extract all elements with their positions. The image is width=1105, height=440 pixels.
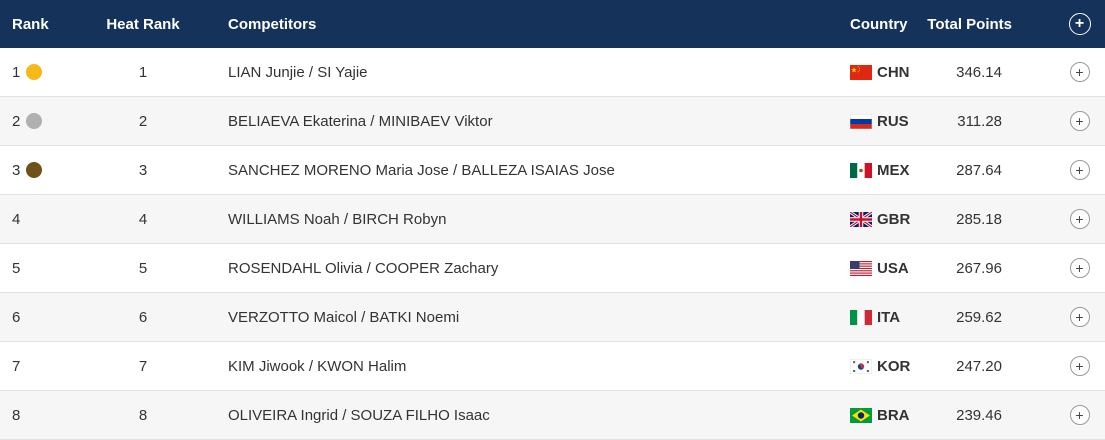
header-heat-rank[interactable]: Heat Rank xyxy=(106,15,180,33)
heat-rank-value: 5 xyxy=(138,259,148,277)
expand-row-plus-icon[interactable]: + xyxy=(1069,62,1090,82)
rank-value: 6 xyxy=(12,308,21,326)
table-row[interactable]: 4 4 WILLIAMS Noah / BIRCH Robyn GBR 285.… xyxy=(0,195,1105,244)
heat-rank-value: 7 xyxy=(138,357,148,375)
total-points-value: 247.20 xyxy=(956,357,1002,375)
heat-rank-value: 8 xyxy=(138,406,148,424)
expand-row-plus-icon[interactable]: + xyxy=(1069,160,1090,180)
header-total-points[interactable]: Total Points xyxy=(927,15,1012,33)
table-body: 1 1 LIAN Junjie / SI Yajie CHN 346.14 + … xyxy=(0,48,1105,440)
rank-value: 8 xyxy=(12,406,21,424)
heat-rank-value: 1 xyxy=(138,63,148,81)
usa-flag-icon xyxy=(850,260,872,276)
expand-all-plus-icon[interactable]: + xyxy=(1068,13,1091,35)
country-code: KOR xyxy=(877,357,911,375)
competitors-names: OLIVEIRA Ingrid / SOUZA FILHO Isaac xyxy=(228,406,490,424)
competitors-names: WILLIAMS Noah / BIRCH Robyn xyxy=(228,210,447,228)
table-row[interactable]: 1 1 LIAN Junjie / SI Yajie CHN 346.14 + xyxy=(0,48,1105,97)
competitors-names: VERZOTTO Maicol / BATKI Noemi xyxy=(228,308,460,326)
expand-row-plus-icon[interactable]: + xyxy=(1069,307,1090,327)
expand-row-plus-icon[interactable]: + xyxy=(1069,111,1090,131)
total-points-value: 285.18 xyxy=(956,210,1002,228)
competitors-names: KIM Jiwook / KWON Halim xyxy=(228,357,407,375)
expand-row-plus-icon[interactable]: + xyxy=(1069,356,1090,376)
country-code: BRA xyxy=(877,406,910,424)
heat-rank-value: 3 xyxy=(138,161,148,179)
country-code: GBR xyxy=(877,210,911,228)
russia-flag-icon xyxy=(850,113,872,129)
header-competitors[interactable]: Competitors xyxy=(228,15,317,33)
brazil-flag-icon xyxy=(850,407,872,423)
china-flag-icon xyxy=(850,64,872,80)
uk-flag-icon xyxy=(850,211,872,227)
heat-rank-value: 2 xyxy=(138,112,148,130)
gold-medal-icon xyxy=(26,64,43,80)
total-points-value: 259.62 xyxy=(956,308,1002,326)
total-points-value: 346.14 xyxy=(956,63,1002,81)
expand-row-plus-icon[interactable]: + xyxy=(1069,405,1090,425)
country-code: RUS xyxy=(877,112,909,130)
heat-rank-value: 6 xyxy=(138,308,148,326)
rank-value: 1 xyxy=(12,63,21,81)
country-code: MEX xyxy=(877,161,910,179)
country-code: CHN xyxy=(877,63,910,81)
header-rank[interactable]: Rank xyxy=(12,15,49,33)
total-points-value: 311.28 xyxy=(957,112,1002,130)
bronze-medal-icon xyxy=(26,162,43,178)
table-row[interactable]: 7 7 KIM Jiwook / KWON Halim KOR 247.20 + xyxy=(0,342,1105,391)
table-row[interactable]: 2 2 BELIAEVA Ekaterina / MINIBAEV Viktor… xyxy=(0,97,1105,146)
table-header: Rank Heat Rank Competitors Country Total… xyxy=(0,0,1105,48)
table-row[interactable]: 5 5 ROSENDAHL Olivia / COOPER Zachary US… xyxy=(0,244,1105,293)
rank-value: 2 xyxy=(12,112,21,130)
table-row[interactable]: 3 3 SANCHEZ MORENO Maria Jose / BALLEZA … xyxy=(0,146,1105,195)
rank-value: 5 xyxy=(12,259,21,277)
country-code: USA xyxy=(877,259,909,277)
competitors-names: LIAN Junjie / SI Yajie xyxy=(228,63,368,81)
heat-rank-value: 4 xyxy=(138,210,148,228)
korea-flag-icon xyxy=(850,358,872,374)
header-country[interactable]: Country xyxy=(850,15,908,33)
rank-value: 4 xyxy=(12,210,21,228)
total-points-value: 267.96 xyxy=(956,259,1002,277)
competitors-names: SANCHEZ MORENO Maria Jose / BALLEZA ISAI… xyxy=(228,161,615,179)
expand-row-plus-icon[interactable]: + xyxy=(1069,258,1090,278)
competitors-names: ROSENDAHL Olivia / COOPER Zachary xyxy=(228,259,499,277)
silver-medal-icon xyxy=(26,113,43,129)
expand-row-plus-icon[interactable]: + xyxy=(1069,209,1090,229)
competitors-names: BELIAEVA Ekaterina / MINIBAEV Viktor xyxy=(228,112,493,130)
rank-value: 7 xyxy=(12,357,21,375)
rank-value: 3 xyxy=(12,161,21,179)
table-row[interactable]: 6 6 VERZOTTO Maicol / BATKI Noemi ITA 25… xyxy=(0,293,1105,342)
italy-flag-icon xyxy=(850,309,872,325)
table-row[interactable]: 8 8 OLIVEIRA Ingrid / SOUZA FILHO Isaac … xyxy=(0,391,1105,440)
total-points-value: 239.46 xyxy=(956,406,1002,424)
country-code: ITA xyxy=(877,308,901,326)
mexico-flag-icon xyxy=(850,162,872,178)
total-points-value: 287.64 xyxy=(956,161,1002,179)
